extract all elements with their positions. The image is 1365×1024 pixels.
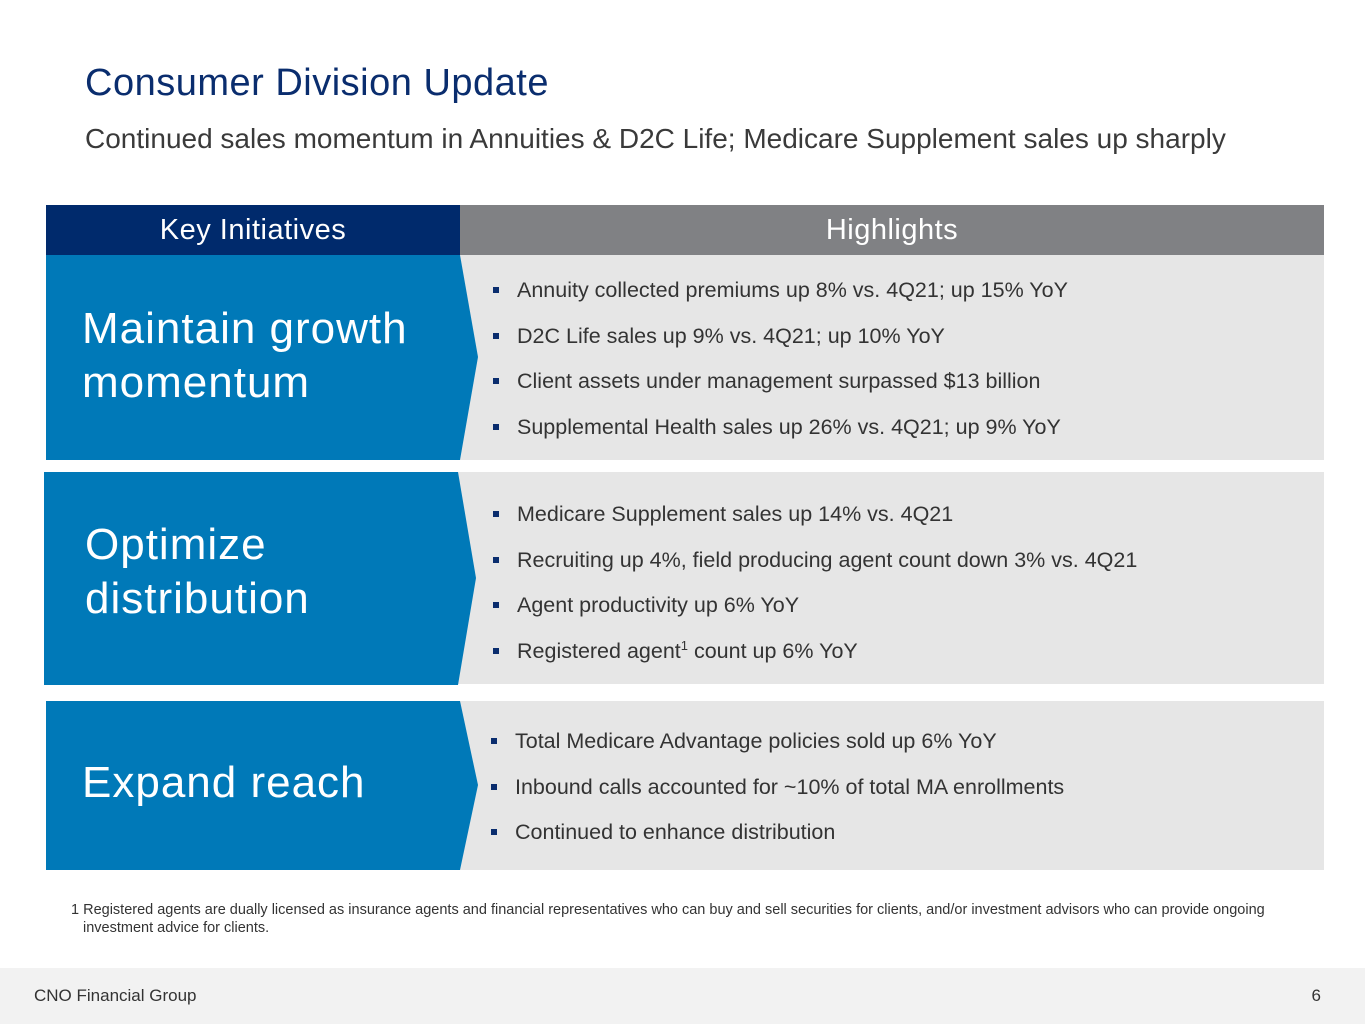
company-name: CNO Financial Group — [34, 986, 197, 1005]
initiative-label-line: distribution — [85, 574, 310, 623]
initiative-label-line: Expand reach — [82, 758, 366, 807]
highlight-item: Inbound calls accounted for ~10% of tota… — [491, 772, 1064, 818]
initiative-label-reach: Expand reach — [82, 756, 366, 810]
page-number: 6 — [1311, 986, 1321, 1005]
highlight-item: Client assets under management surpassed… — [493, 366, 1068, 412]
highlight-text: count up 6% YoY — [687, 638, 858, 663]
highlights-list-reach: Total Medicare Advantage policies sold u… — [491, 726, 1064, 863]
initiative-label-growth: Maintain growth momentum — [82, 302, 408, 410]
highlight-item: Continued to enhance distribution — [491, 817, 1064, 863]
footnote: 1 Registered agents are dually licensed … — [71, 901, 1286, 937]
highlights-panel-growth — [458, 255, 1324, 460]
highlights-list-growth: Annuity collected premiums up 8% vs. 4Q2… — [493, 275, 1068, 457]
highlight-item: Registered agent1 count up 6% YoY — [493, 636, 1137, 682]
highlights-header: Highlights — [460, 205, 1324, 255]
highlights-panel-distribution — [458, 472, 1324, 684]
highlights-panel-reach — [458, 701, 1324, 870]
initiative-chevron-growth — [46, 255, 478, 460]
highlight-item: Total Medicare Advantage policies sold u… — [491, 726, 1064, 772]
initiative-chevron-reach — [46, 701, 478, 870]
highlight-item: Agent productivity up 6% YoY — [493, 590, 1137, 636]
initiative-chevron-distribution — [44, 472, 476, 685]
key-initiatives-header: Key Initiatives — [46, 205, 460, 255]
footnote-text: 1 Registered agents are dually licensed … — [71, 902, 1265, 936]
highlight-text: Registered agent — [517, 638, 681, 663]
highlight-item: D2C Life sales up 9% vs. 4Q21; up 10% Yo… — [493, 321, 1068, 367]
initiative-label-line: momentum — [82, 358, 311, 407]
footer-bar: CNO Financial Group 6 — [0, 968, 1365, 1024]
highlight-item: Medicare Supplement sales up 14% vs. 4Q2… — [493, 499, 1137, 545]
highlight-item: Annuity collected premiums up 8% vs. 4Q2… — [493, 275, 1068, 321]
page-subtitle: Continued sales momentum in Annuities & … — [85, 123, 1226, 154]
highlights-list-distribution: Medicare Supplement sales up 14% vs. 4Q2… — [493, 499, 1137, 681]
footnote-marker: 1 — [680, 637, 688, 653]
highlight-item: Supplemental Health sales up 26% vs. 4Q2… — [493, 412, 1068, 458]
initiative-label-line: Maintain growth — [82, 304, 408, 353]
initiative-label-line: Optimize — [85, 520, 267, 569]
page-title: Consumer Division Update — [85, 62, 549, 104]
highlight-item: Recruiting up 4%, field producing agent … — [493, 545, 1137, 591]
initiative-label-distribution: Optimize distribution — [85, 518, 310, 626]
